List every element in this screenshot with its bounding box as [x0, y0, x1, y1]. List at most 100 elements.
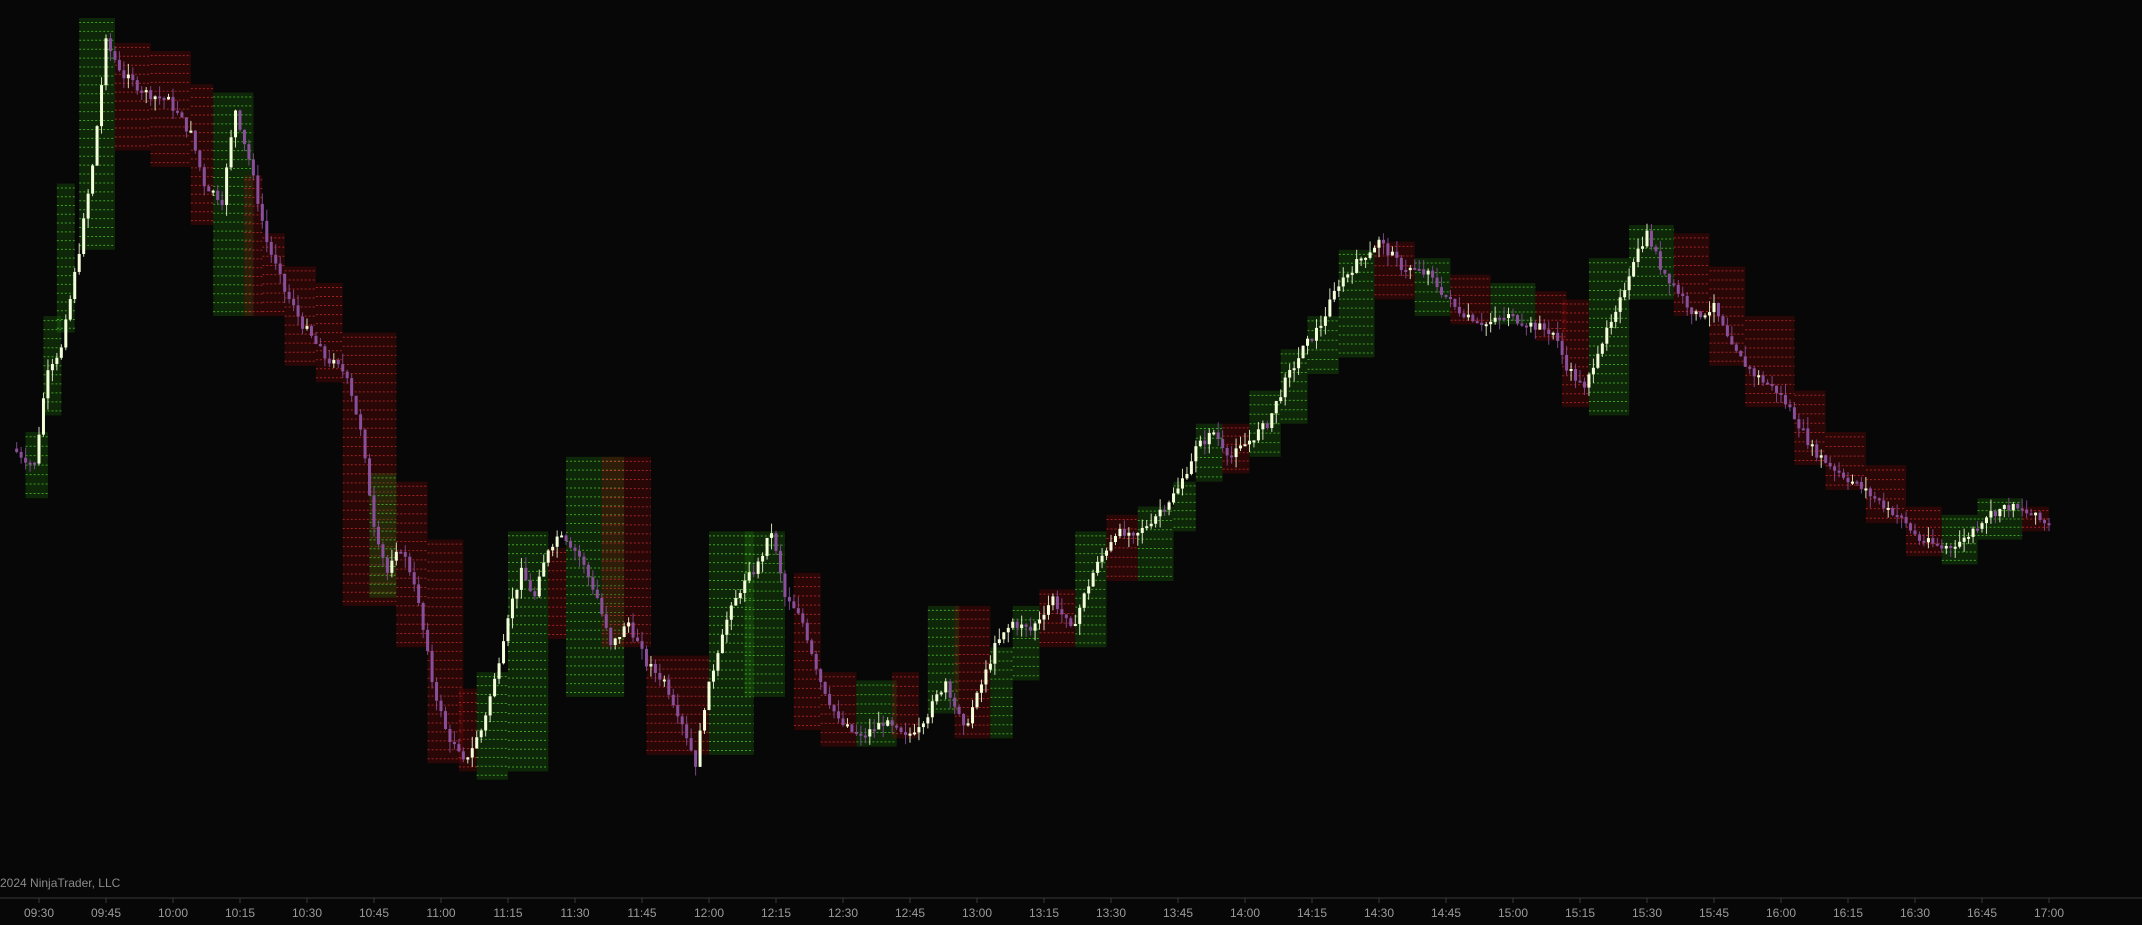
candle-body	[600, 597, 604, 615]
candle-body	[1364, 257, 1368, 260]
candle-body	[1748, 366, 1752, 369]
candle-body	[895, 725, 899, 728]
candle-body	[1663, 269, 1667, 274]
candle-body	[899, 727, 903, 733]
candle-body	[805, 622, 809, 641]
candle-body	[1002, 632, 1006, 640]
x-tick-label: 09:30	[24, 906, 54, 920]
candle-body	[1046, 605, 1050, 615]
candle-body	[765, 537, 769, 556]
x-tick-label: 12:15	[761, 906, 791, 920]
candle-body	[975, 692, 979, 708]
candle-body	[582, 556, 586, 565]
candle-body	[368, 458, 372, 496]
candle-body	[738, 592, 742, 599]
candle-body	[841, 718, 845, 726]
x-tick-label: 11:00	[426, 906, 455, 920]
candle-body	[1422, 269, 1426, 275]
candle-body	[91, 165, 95, 194]
candle-body	[881, 723, 885, 726]
candle-body	[408, 556, 412, 573]
x-tick-label: 10:30	[292, 906, 322, 920]
x-tick-label: 15:45	[1699, 906, 1729, 920]
zone-box-29	[927, 605, 960, 714]
zone-box-24	[744, 531, 785, 697]
candle-body	[609, 627, 613, 646]
candle-body	[493, 678, 497, 697]
candle-body	[1582, 381, 1586, 388]
candle-body	[1627, 276, 1631, 291]
zone-box-57	[1865, 465, 1907, 524]
candle-body	[1113, 536, 1117, 543]
candle-body	[309, 326, 313, 336]
candle-body	[394, 551, 398, 561]
candle-body	[1176, 488, 1180, 494]
candle-body	[82, 218, 86, 255]
candle-body	[296, 305, 300, 317]
candle-body	[502, 641, 506, 664]
candle-body	[354, 395, 358, 415]
candle-body	[1792, 407, 1796, 420]
candle-body	[153, 96, 157, 100]
candle-body	[783, 573, 787, 597]
candle-body	[46, 370, 50, 399]
candle-body	[180, 112, 184, 118]
candle-body	[1926, 538, 1930, 543]
candle-body	[104, 38, 108, 86]
candle-body	[551, 546, 555, 551]
candle-body	[1471, 314, 1475, 322]
candle-body	[207, 186, 211, 192]
candle-body	[1288, 369, 1292, 378]
candle-body	[1105, 550, 1109, 556]
candle-body	[1399, 257, 1403, 270]
candle-body	[1448, 296, 1452, 300]
candle-body	[622, 626, 626, 638]
candle-body	[1658, 251, 1662, 270]
zone-box-54	[1745, 316, 1795, 408]
candle-body	[1301, 345, 1305, 359]
candle-body	[1091, 572, 1095, 587]
candle-body	[1198, 440, 1202, 447]
candle-body	[1864, 488, 1868, 491]
candle-body	[2011, 503, 2015, 511]
candle-body	[761, 555, 765, 562]
candle-body	[528, 580, 532, 592]
candle-body	[41, 398, 45, 435]
candle-body	[1596, 353, 1600, 368]
candle-body	[1529, 322, 1533, 327]
candle-body	[1533, 322, 1537, 330]
candle-body	[604, 614, 608, 628]
candle-body	[1712, 302, 1716, 313]
candle-body	[935, 694, 939, 702]
candle-body	[461, 751, 465, 760]
candle-body	[1806, 428, 1810, 446]
candle-body	[1591, 367, 1595, 375]
candle-body	[778, 550, 782, 574]
candle-body	[658, 672, 662, 680]
candle-body	[1725, 325, 1729, 337]
candle-body	[711, 670, 715, 682]
candle-body	[1221, 438, 1225, 448]
candle-body	[251, 159, 255, 176]
candle-body	[278, 263, 282, 274]
candle-body	[1368, 252, 1372, 258]
x-tick-label: 16:15	[1833, 906, 1863, 920]
candle-body	[966, 723, 970, 726]
candle-body	[569, 541, 573, 548]
candle-body	[1891, 507, 1895, 516]
x-tick-label: 09:45	[91, 906, 121, 920]
candle-body	[948, 681, 952, 698]
candle-body	[1239, 445, 1243, 449]
candle-body	[1158, 509, 1162, 517]
candle-body	[385, 557, 389, 573]
candle-body	[265, 220, 269, 242]
candle-body	[189, 130, 193, 133]
candle-body	[792, 601, 796, 609]
x-tick-label: 14:30	[1364, 906, 1394, 920]
candle-body	[1730, 336, 1734, 345]
candle-body	[149, 90, 153, 100]
candle-body	[1685, 296, 1689, 308]
candle-body	[1556, 332, 1560, 341]
